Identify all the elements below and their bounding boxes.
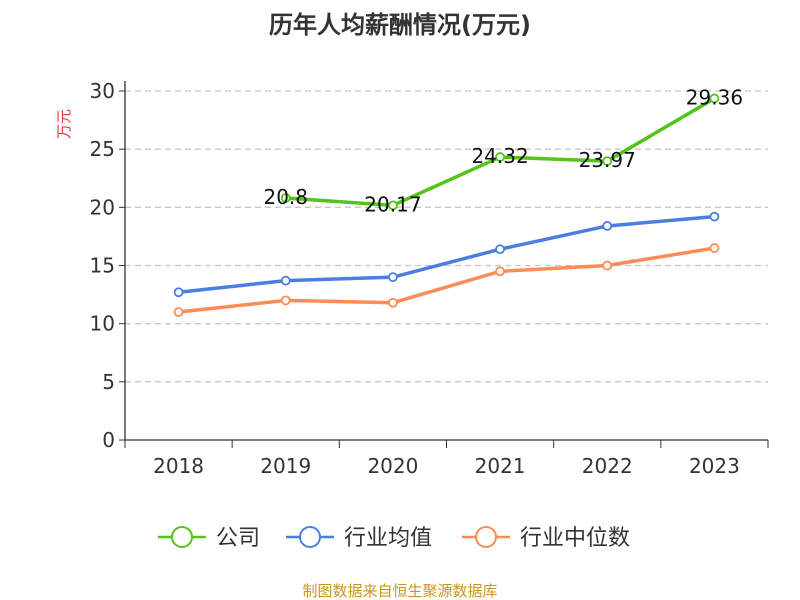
data-point [280,275,291,286]
y-tick-label: 10 [90,312,115,336]
data-point [173,287,184,298]
data-point [280,295,291,306]
data-label: 24.32 [471,144,528,168]
data-point [709,243,720,253]
data-point [602,156,613,167]
data-point [388,297,398,308]
chart-title: 历年人均薪酬情况(万元) [269,11,531,39]
data-point [495,152,505,162]
legend-marker [475,526,497,548]
y-tick-label: 15 [90,254,115,278]
y-tick-label: 5 [102,370,115,394]
data-point [709,93,720,104]
data-point [388,272,398,283]
data-label: 23.97 [579,148,636,172]
data-label: 29.36 [686,85,743,109]
data-point [280,193,291,203]
y-tick-label: 20 [90,195,115,219]
series-line-2 [178,246,715,314]
legend-marker [299,526,321,548]
footer-source: 制图数据来自恒生聚源数据库 [302,582,497,600]
data-label: 20.17 [364,192,421,216]
y-tick-label: 0 [102,428,115,452]
x-tick-label: 2023 [689,454,740,478]
series-line-1 [178,214,715,294]
y-tick-label: 30 [90,79,115,103]
y-tick-label: 25 [90,137,115,161]
x-tick-label: 2022 [582,454,633,478]
x-tick-label: 2021 [475,454,526,478]
data-point [173,307,184,317]
x-tick-label: 2020 [367,454,418,478]
legend-label: 公司 [216,526,260,551]
data-point [495,244,505,255]
data-point [709,211,720,222]
legend-marker [171,526,193,548]
legend-label: 行业均值 [344,526,432,551]
y-axis-label: 万元 [55,109,73,139]
x-tick-label: 2018 [153,454,204,478]
data-label: 20.8 [263,185,308,209]
legend-label: 行业中位数 [520,526,630,551]
x-tick-label: 2019 [260,454,311,478]
data-point [388,200,398,211]
data-point [495,266,505,277]
data-point [602,221,613,231]
data-point [602,260,613,271]
